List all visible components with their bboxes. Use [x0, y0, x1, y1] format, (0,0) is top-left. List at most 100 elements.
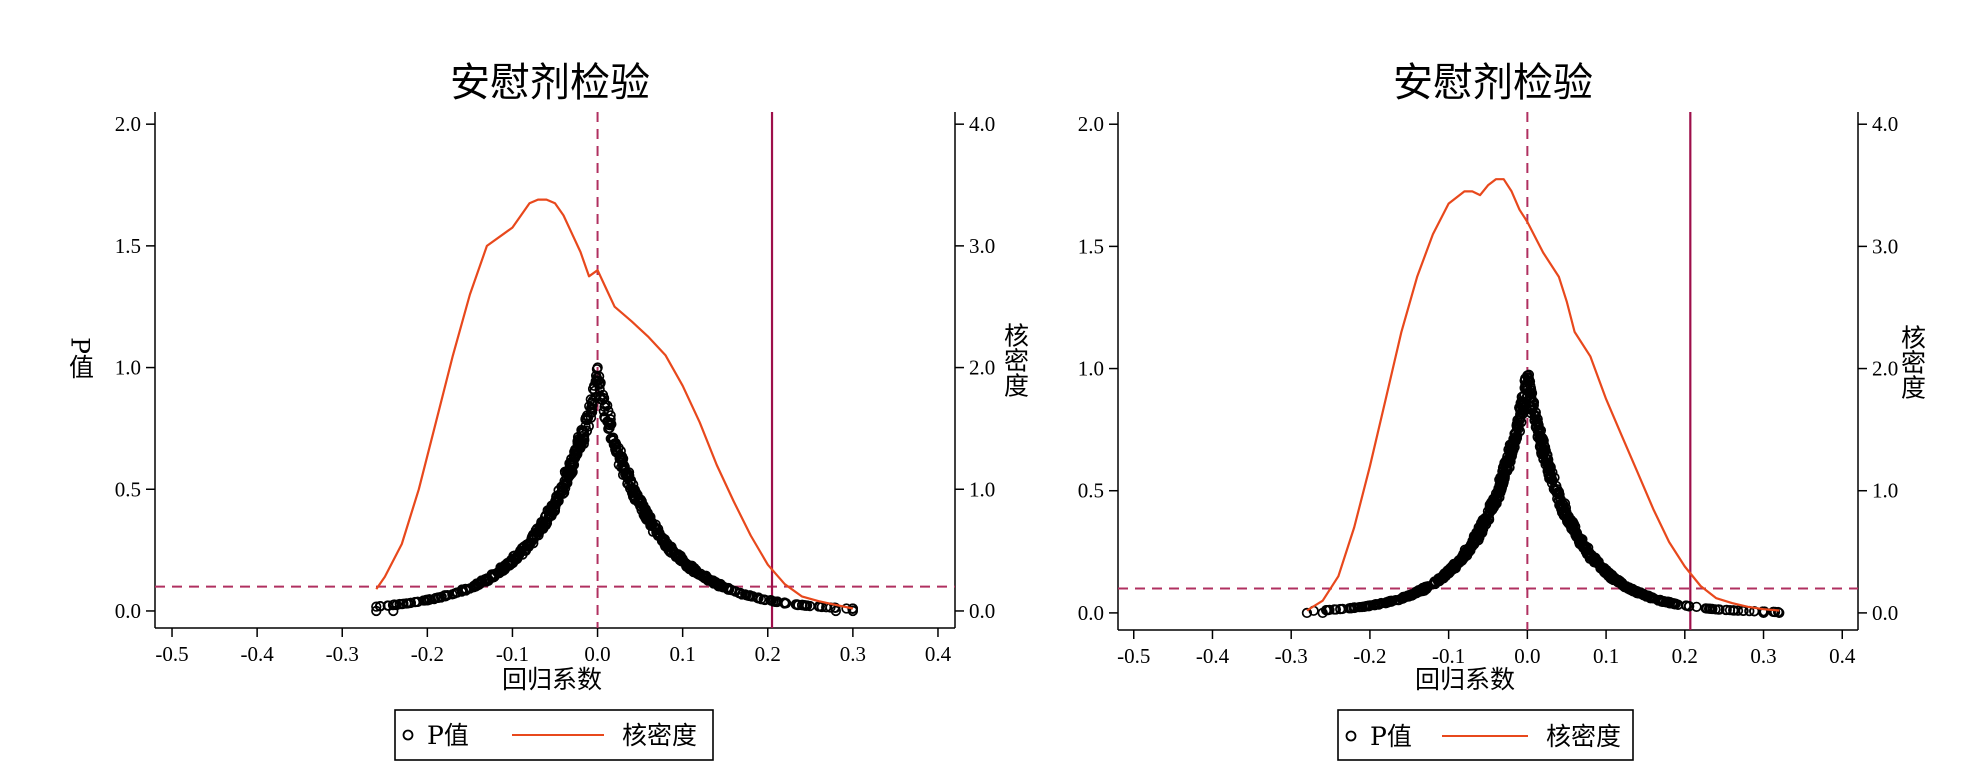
- scatter-point: [1703, 603, 1715, 614]
- scatter-point: [510, 554, 522, 565]
- x-tick-label: 0.0: [1514, 644, 1540, 668]
- scatter-point: [1501, 462, 1512, 473]
- scatter-point: [1499, 471, 1510, 482]
- scatter-point: [791, 599, 803, 610]
- scatter-point: [1512, 414, 1523, 426]
- scatter-point: [1508, 437, 1519, 448]
- x-tick-label: 0.4: [925, 642, 952, 666]
- scatter-point: [1497, 462, 1509, 473]
- y2-tick-label: 3.0: [1872, 234, 1898, 258]
- scatter-point: [387, 599, 399, 611]
- scatter-point: [1433, 573, 1444, 584]
- y-tick-label: 1.0: [115, 356, 141, 380]
- y2-tick-label: 1.0: [969, 477, 995, 501]
- scatter-point: [580, 414, 591, 425]
- scatter-point: [765, 594, 776, 606]
- scatter-point: [797, 599, 808, 610]
- scatter-point: [1317, 607, 1328, 619]
- y-axis-label: P值: [66, 337, 95, 379]
- y2-tick-label: 3.0: [969, 234, 995, 258]
- x-axis-label: 回归系数: [1415, 665, 1515, 694]
- scatter-point: [1473, 526, 1484, 537]
- plot-area: -0.5 -0.4 -0.3 -0.2 -0.1 0.0 0.1 0.2 0.3 0.4 0.0 0.…: [115, 112, 995, 666]
- scatter-point: [1438, 571, 1449, 582]
- scatter-point: [486, 572, 498, 583]
- y2-axis-label: 核密度: [1001, 323, 1030, 398]
- scatter-point: [405, 597, 416, 608]
- scatter-point: [1397, 593, 1408, 604]
- x-tick-label: 0.4: [1829, 644, 1856, 668]
- scatter-point: [713, 578, 724, 590]
- x-axis-label: 回归系数: [502, 665, 602, 694]
- scatter-point: [1483, 514, 1495, 525]
- scatter-point: [549, 505, 561, 517]
- scatter-point: [1446, 561, 1457, 572]
- scatter-point: [1499, 467, 1510, 478]
- scatter-point: [1514, 426, 1526, 437]
- scatter-point: [1329, 604, 1340, 615]
- scatter-point: [586, 397, 598, 408]
- ylabel-left: P值: [66, 337, 95, 379]
- y2-tick-label: 4.0: [969, 112, 995, 136]
- scatter-point: [635, 500, 646, 512]
- scatter-point: [1414, 586, 1425, 597]
- x-tick-label: 0.0: [584, 642, 610, 666]
- scatter-point: [1557, 507, 1568, 518]
- scatter-point: [1672, 599, 1684, 610]
- scatter-point: [640, 504, 651, 515]
- y2-tick-label: 0.0: [969, 599, 995, 623]
- scatter-point: [523, 540, 534, 551]
- scatter-point: [1643, 590, 1654, 601]
- scatter-point: [1525, 383, 1537, 394]
- legend-marker-p: [402, 729, 414, 741]
- scatter-point: [1519, 382, 1530, 394]
- scatter-point: [551, 494, 562, 506]
- legend-marker-p: [1345, 730, 1357, 742]
- scatter-point: [657, 532, 668, 543]
- scatter-point: [627, 491, 639, 502]
- scatter-point: [689, 563, 700, 575]
- kde-line: [1306, 178, 1780, 612]
- scatter-point: [586, 402, 597, 413]
- y-tick-label: 1.5: [115, 234, 141, 258]
- scatter-point: [617, 451, 628, 462]
- scatter-point: [847, 605, 859, 617]
- scatter-point: [1536, 436, 1548, 447]
- scatter-point: [597, 389, 609, 400]
- legend-label-p: P值: [427, 721, 469, 750]
- scatter-point: [684, 563, 695, 575]
- y-tick-label: 2.0: [1078, 112, 1104, 136]
- x-tick-label: 0.3: [1750, 644, 1776, 668]
- scatter-point: [1546, 477, 1558, 489]
- x-tick-label: 0.1: [1593, 644, 1619, 668]
- chart-title: 安慰剂检验: [450, 60, 650, 106]
- x-tick-label: 0.3: [840, 642, 866, 666]
- scatter-point: [830, 605, 842, 617]
- x-tick-label: -0.4: [1196, 644, 1230, 668]
- scatter-point: [1301, 607, 1313, 619]
- scatter-point: [371, 601, 382, 612]
- scatter-point: [527, 531, 538, 542]
- scatter-point: [565, 468, 576, 479]
- scatter-point: [489, 570, 501, 581]
- x-tick-label: -0.2: [411, 642, 444, 666]
- scatter-point: [643, 510, 654, 521]
- scatter-point: [715, 581, 727, 592]
- x-tick-label: -0.5: [155, 642, 188, 666]
- scatter-point: [388, 605, 399, 617]
- y2-tick-label: 2.0: [1872, 357, 1898, 381]
- scatter-point: [1373, 599, 1384, 610]
- scatter-point: [605, 410, 616, 421]
- scatter-point: [779, 597, 790, 608]
- scatter-point: [638, 509, 649, 520]
- scatter-point: [625, 475, 637, 486]
- scatter-point: [1555, 495, 1566, 506]
- y2-axis-label: 核密度: [1898, 325, 1927, 400]
- scatter-point: [371, 605, 382, 617]
- legend: P值 核密度: [1337, 709, 1634, 761]
- scatter-point: [1622, 583, 1634, 594]
- legend: P值 核密度: [394, 709, 714, 761]
- scatter-point: [456, 584, 468, 595]
